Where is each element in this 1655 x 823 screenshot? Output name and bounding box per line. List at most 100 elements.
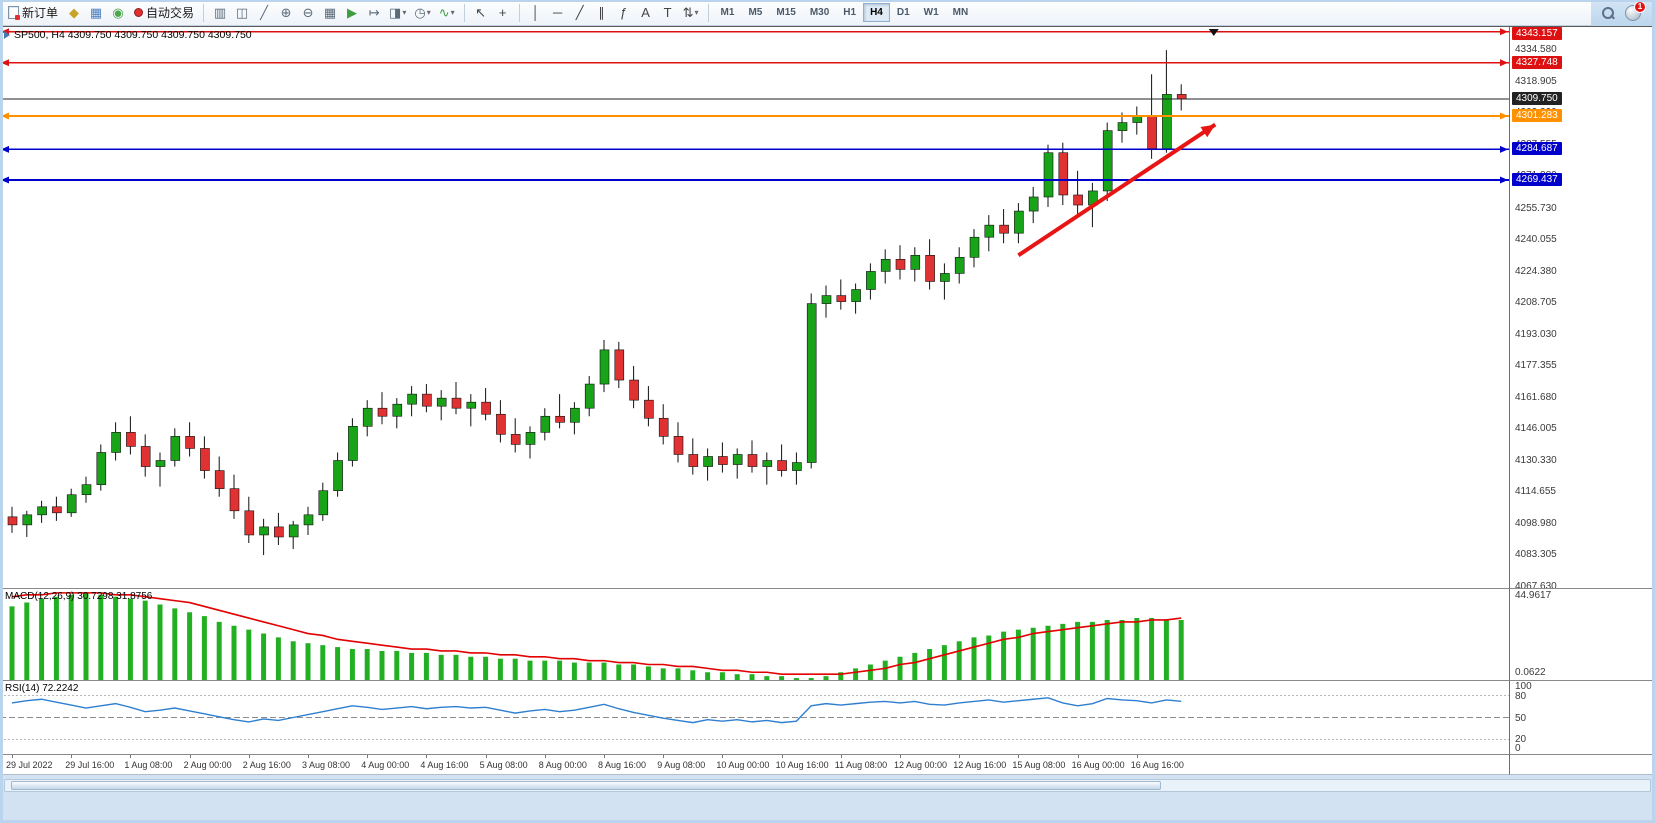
toolbar-separator bbox=[463, 3, 465, 22]
candle bbox=[1073, 194, 1083, 206]
rsi-axis-tick: 20 bbox=[1515, 734, 1527, 746]
candle bbox=[274, 526, 284, 538]
timeframe-m30[interactable]: M30 bbox=[803, 3, 836, 22]
auto-scroll-button[interactable]: ▶ bbox=[341, 2, 363, 24]
horizontal-line-button[interactable]: ─ bbox=[547, 2, 569, 24]
new-order-button[interactable]: 新订单 bbox=[4, 2, 62, 24]
candle bbox=[288, 524, 299, 538]
fibonacci-button[interactable]: ƒ bbox=[613, 2, 635, 24]
macd-axis[interactable]: 44.9617 0.0622 bbox=[1510, 589, 1655, 681]
search-icon[interactable] bbox=[1601, 6, 1615, 20]
toolbar-separator bbox=[707, 3, 709, 22]
time-label: 9 Aug 08:00 bbox=[657, 760, 706, 770]
candlestick-chart-icon: ◫ bbox=[235, 5, 249, 20]
timeframe-h1[interactable]: H1 bbox=[836, 3, 863, 22]
text-button[interactable]: A bbox=[635, 2, 657, 24]
tile-windows-button[interactable]: ▦ bbox=[319, 2, 341, 24]
new-chart-button[interactable]: ◨ ▾ bbox=[385, 2, 410, 24]
timeframe-mn[interactable]: MN bbox=[946, 3, 976, 22]
dropdown-arrow-icon: ▾ bbox=[402, 8, 407, 17]
price-chart[interactable]: SP500, H4 4309.750 4309.750 4309.750 430… bbox=[0, 27, 1510, 589]
level-right-arrow bbox=[1500, 112, 1508, 120]
scrollbar-thumb[interactable] bbox=[11, 781, 1161, 790]
indicators-button[interactable]: ∿ ▾ bbox=[435, 2, 459, 24]
candle bbox=[259, 526, 269, 536]
line-chart-button[interactable]: ╱ bbox=[253, 2, 275, 24]
timeframe-h4[interactable]: H4 bbox=[863, 3, 890, 22]
rsi-pane[interactable]: RSI(14) 72.2242 bbox=[0, 681, 1510, 755]
toolbar-right: 1 bbox=[1591, 0, 1655, 26]
trend-arrow-line[interactable] bbox=[1017, 122, 1217, 257]
timeframe-d1[interactable]: D1 bbox=[890, 3, 917, 22]
candle bbox=[658, 417, 669, 437]
arrows-tool-button[interactable]: ⇅ ▾ bbox=[679, 2, 703, 24]
candle bbox=[22, 514, 33, 526]
fibonacci-icon: ƒ bbox=[620, 5, 628, 20]
rsi-axis[interactable]: 100 80 50 20 0 bbox=[1510, 681, 1655, 755]
price-tick: 4193.030 bbox=[1515, 328, 1557, 340]
time-tick-mark bbox=[367, 755, 369, 758]
time-label: 3 Aug 08:00 bbox=[302, 760, 351, 770]
candle bbox=[703, 456, 713, 467]
candle bbox=[155, 460, 166, 467]
rsi-line bbox=[11, 697, 1182, 724]
zoom-in-button[interactable]: ⊕ bbox=[275, 2, 297, 24]
candle bbox=[792, 462, 802, 471]
candle bbox=[392, 403, 403, 417]
candlestick-chart-button[interactable]: ◫ bbox=[231, 2, 253, 24]
time-tick-mark bbox=[544, 755, 546, 758]
price-level-badge: 4284.687 bbox=[1512, 142, 1562, 156]
autotrading-button[interactable]: 自动交易 bbox=[130, 2, 198, 24]
price-tick: 4334.580 bbox=[1515, 43, 1557, 55]
macd-pane[interactable]: MACD(12,26,9) 30.7298 31.8756 bbox=[0, 589, 1510, 681]
candle bbox=[303, 514, 314, 526]
equidistant-channel-button[interactable]: ∥ bbox=[591, 2, 613, 24]
candle bbox=[688, 454, 699, 467]
zoom-out-button[interactable]: ⊖ bbox=[297, 2, 319, 24]
candle bbox=[1058, 152, 1069, 196]
time-tick-mark bbox=[130, 755, 132, 758]
time-axis[interactable]: 29 Jul 2022 29 Jul 16:00 1 Aug 08:00 2 Aug … bbox=[0, 755, 1510, 775]
toolbar-separator bbox=[203, 3, 205, 22]
timeframe-w1[interactable]: W1 bbox=[917, 3, 946, 22]
candle bbox=[244, 510, 255, 536]
notifications-icon[interactable]: 1 bbox=[1625, 0, 1646, 21]
candle bbox=[126, 432, 136, 447]
line-chart-icon: ╱ bbox=[260, 5, 268, 20]
time-label: 10 Aug 16:00 bbox=[775, 760, 829, 770]
market-watch-button[interactable]: ▦ bbox=[85, 2, 107, 24]
candle bbox=[229, 488, 240, 512]
candle bbox=[140, 446, 151, 467]
label-button[interactable]: T bbox=[657, 2, 679, 24]
candle bbox=[747, 454, 758, 467]
candle bbox=[96, 452, 107, 485]
crosshair-icon: + bbox=[498, 5, 507, 20]
timeframe-m5[interactable]: M5 bbox=[741, 3, 769, 22]
level-left-arrow bbox=[1, 59, 9, 67]
timeframe-m15[interactable]: M15 bbox=[769, 3, 802, 22]
cursor-button[interactable]: ↖ bbox=[470, 2, 492, 24]
periods-button[interactable]: ◷ ▾ bbox=[410, 2, 434, 24]
candle bbox=[584, 383, 595, 409]
chart-window: SP500, H4 4309.750 4309.750 4309.750 430… bbox=[0, 26, 1655, 823]
time-label: 5 Aug 08:00 bbox=[479, 760, 528, 770]
metaeditor-button[interactable]: ◆ bbox=[63, 2, 85, 24]
trendline-button[interactable]: ╱ bbox=[569, 2, 591, 24]
price-tick: 4177.355 bbox=[1515, 360, 1557, 372]
candle bbox=[377, 407, 388, 417]
candle bbox=[540, 415, 551, 433]
candle bbox=[821, 295, 832, 304]
chart-shift-button[interactable]: ↦ bbox=[363, 2, 385, 24]
vertical-line-button[interactable]: │ bbox=[525, 2, 547, 24]
autotrading-label: 自动交易 bbox=[146, 6, 195, 20]
one-click-trading-arrow[interactable] bbox=[4, 31, 10, 39]
timeframe-m1[interactable]: M1 bbox=[714, 3, 742, 22]
price-tick: 4240.055 bbox=[1515, 234, 1557, 246]
bar-chart-button[interactable]: ▥ bbox=[209, 2, 231, 24]
price-axis[interactable]: 4334.5804318.9054303.2304287.5554271.880… bbox=[1510, 27, 1655, 589]
horizontal-scrollbar[interactable] bbox=[4, 779, 1651, 792]
crosshair-button[interactable]: + bbox=[492, 2, 514, 24]
candle bbox=[718, 456, 728, 465]
signals-button[interactable]: ◉ bbox=[107, 2, 129, 24]
rsi-axis-tick: 50 bbox=[1515, 712, 1527, 724]
